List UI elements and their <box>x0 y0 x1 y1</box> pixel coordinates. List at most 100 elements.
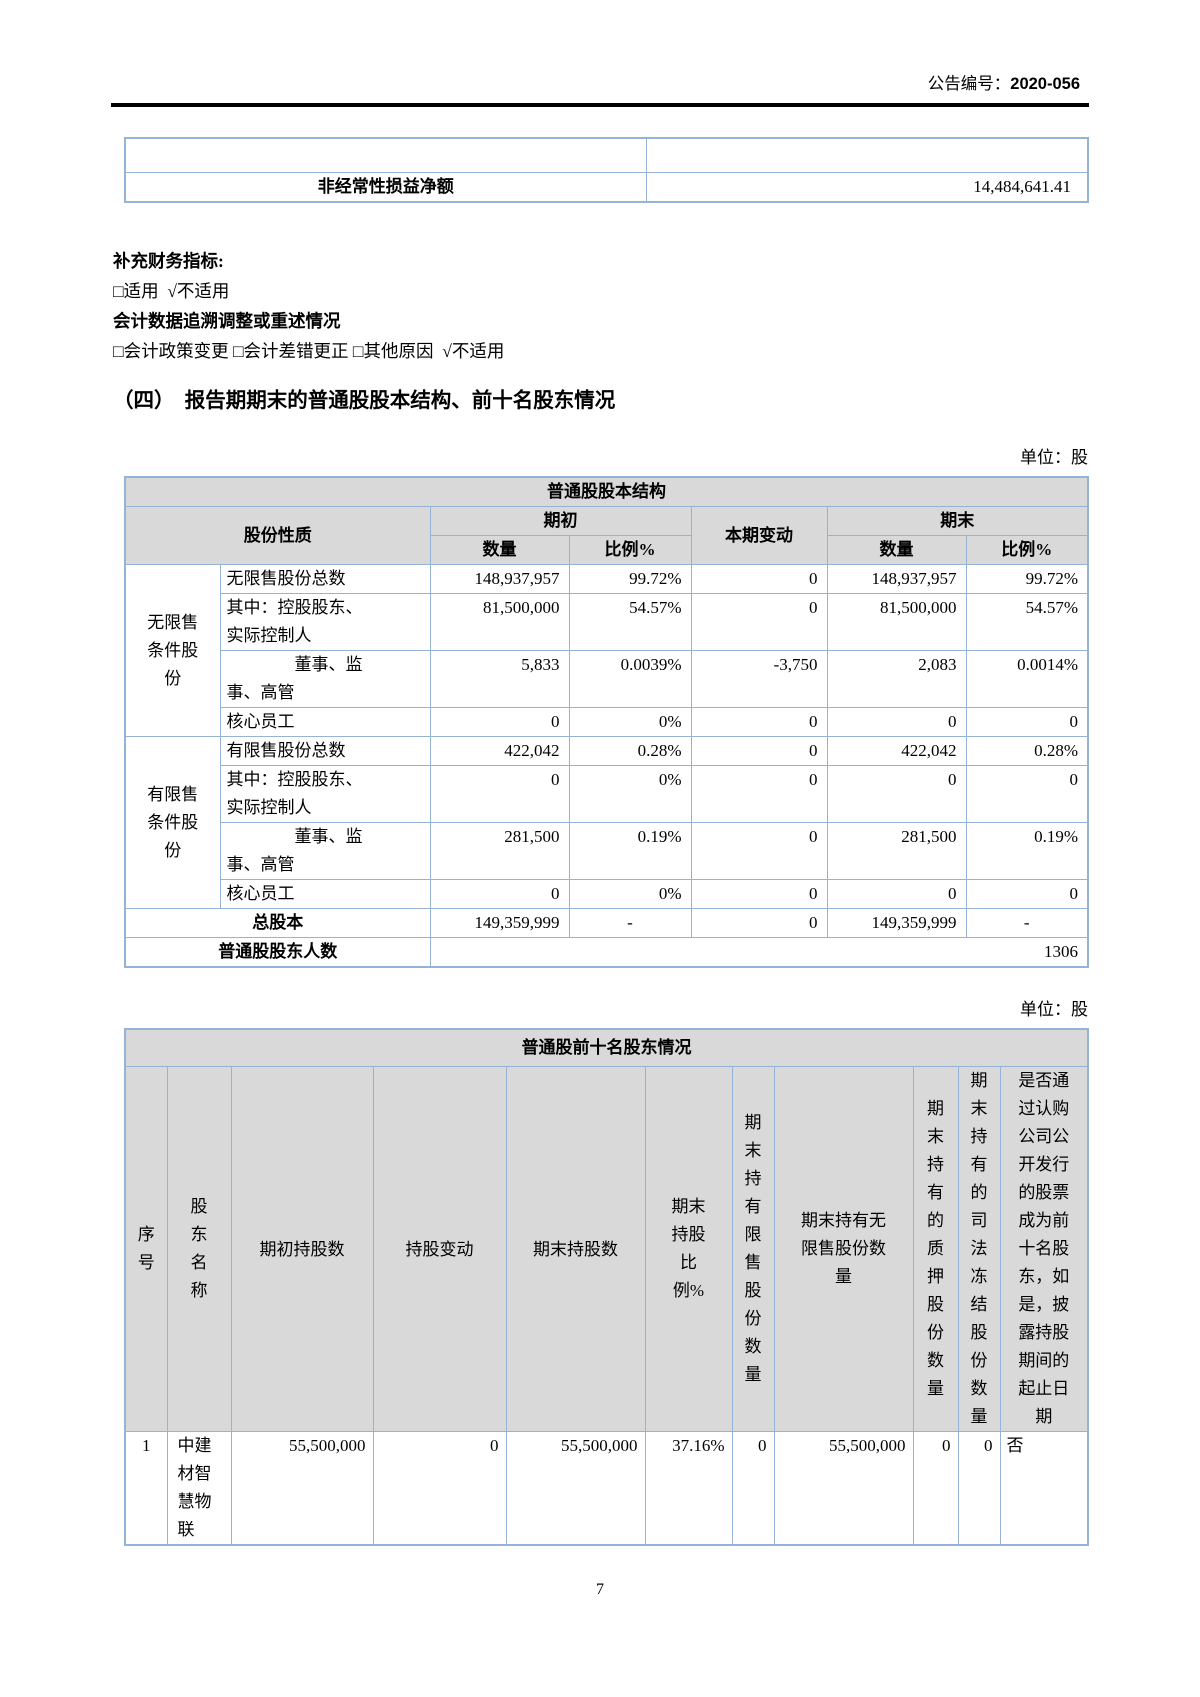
end-qty-cell: 149,359,999 <box>826 908 967 938</box>
begin-pct-cell: - <box>568 908 692 938</box>
table-row: 董事、监 事、高管 5,833 0.0039% -3,750 2,083 0.0… <box>125 650 1089 708</box>
total-row: 总股本 149,359,999 - 0 149,359,999 - <box>124 908 1089 938</box>
change-cell: 0 <box>690 736 828 766</box>
top-shareholders-table: 普通股前十名股东情况 序号 股东名称 期初持股数 持股变动 期末持股数 期末持股… <box>124 1028 1090 1546</box>
unit-label: 单位：股 <box>1020 448 1088 467</box>
end-qty-cell: 148,937,957 <box>826 564 967 594</box>
table-title-row: 普通股股本结构 <box>124 476 1089 507</box>
end-pct-cell: 0.0014% <box>965 650 1089 708</box>
end-pct-cell: 0 <box>965 879 1089 909</box>
begin-pct-cell: 0.28% <box>568 736 692 766</box>
change-cell: 0 <box>690 707 828 737</box>
shareholder-row: 1 中建材智慧物联 55,500,000 0 55,500,000 37.16%… <box>124 1431 1089 1546</box>
end-pct-cell: 0 <box>965 765 1089 823</box>
end-qty-cell: 422,042 <box>826 736 967 766</box>
holders-count-value: 1306 <box>429 937 1089 968</box>
change-cell: 0 <box>690 822 828 880</box>
pledged-shares-cell: 0 <box>912 1431 959 1546</box>
end-pct-cell: 0.28% <box>965 736 1089 766</box>
page-number: 7 <box>596 1581 604 1598</box>
restatement-options-line: □会计政策变更 □会计差错更正 □其他原因 √不适用 <box>113 341 505 361</box>
col-header-pct: 比例% <box>568 535 692 565</box>
header-row: 数量 比例% 数量 比例% <box>125 535 1089 565</box>
share-structure-title: 普通股股本结构 <box>124 476 1089 507</box>
col-header-begin: 期初 <box>429 506 692 536</box>
nonrecurring-net-label: 非经常性损益净额 <box>124 171 647 203</box>
table-row: 核心员工 0 0% 0 0 0 <box>125 879 1089 909</box>
restricted-shares-cell: 0 <box>731 1431 775 1546</box>
empty-cell <box>124 137 647 173</box>
supplement-heading: 补充财务指标: <box>113 251 224 271</box>
supplement-text-block: 补充财务指标: □适用 √不适用 会计数据追溯调整或重述情况 □会计政策变更 □… <box>113 246 1089 366</box>
end-pct-cell: 0 <box>965 707 1089 737</box>
begin-qty-cell: 422,042 <box>429 736 570 766</box>
col-header-restricted-shares: 期末持有限售股份数量 <box>731 1066 775 1432</box>
col-header-qty: 数量 <box>826 535 967 565</box>
group-unrestricted: 无限售条件股份 <box>124 564 221 737</box>
holders-count-row: 普通股股东人数 1306 <box>124 937 1089 968</box>
group-label: 有限售条件股份 <box>147 784 199 860</box>
change-cell: -3,750 <box>690 650 828 708</box>
col-header-pct: 比例% <box>965 535 1089 565</box>
col-header-share-change: 持股变动 <box>372 1066 507 1432</box>
begin-pct-cell: 0% <box>568 707 692 737</box>
col-header-end-pct: 期末持股比例% <box>644 1066 733 1432</box>
table-row: 核心员工 0 0% 0 0 0 <box>125 707 1089 737</box>
begin-pct-cell: 99.72% <box>568 564 692 594</box>
end-qty-cell: 281,500 <box>826 822 967 880</box>
table-row: 其中：控股股东、 实际控制人 0 0% 0 0 0 <box>125 765 1089 823</box>
row-label-cell: 董事、监 事、高管 <box>219 822 431 880</box>
end-qty-cell: 0 <box>826 765 967 823</box>
section-heading: （四） 报告期期末的普通股股本结构、前十名股东情况 <box>113 390 616 412</box>
end-qty-cell: 81,500,000 <box>826 593 967 651</box>
row-label-cell: 核心员工 <box>219 707 431 737</box>
row-label-cell: 其中：控股股东、 实际控制人 <box>219 765 431 823</box>
header-row: 序号 股东名称 期初持股数 持股变动 期末持股数 期末持股比例% 期末持有限售股… <box>124 1066 1089 1432</box>
begin-qty-cell: 281,500 <box>429 822 570 880</box>
col-header-pledged-shares: 期末持有的质押股份数量 <box>912 1066 959 1432</box>
begin-pct-cell: 0% <box>568 879 692 909</box>
group-label: 无限售条件股份 <box>147 612 199 688</box>
end-pct-cell: 54.57% <box>965 593 1089 651</box>
table-row: 无限售条件股份 无限售股份总数 148,937,957 99.72% 0 148… <box>124 564 1089 737</box>
restatement-heading: 会计数据追溯调整或重述情况 <box>113 311 341 331</box>
change-cell: 0 <box>690 765 828 823</box>
row-label-cell: 核心员工 <box>219 879 431 909</box>
header-row: 股份性质 期初 本期变动 期末 <box>124 506 1089 565</box>
frozen-shares-cell: 0 <box>957 1431 1001 1546</box>
table-row: 非经常性损益净额 14,484,641.41 <box>124 171 1089 203</box>
row-label-cell: 有限售股份总数 <box>219 736 431 766</box>
col-header-qty: 数量 <box>429 535 570 565</box>
end-pct-cell: 99.72% <box>965 564 1089 594</box>
table-title-row: 普通股前十名股东情况 <box>124 1028 1089 1067</box>
begin-pct-cell: 0.19% <box>568 822 692 880</box>
col-header-index: 序号 <box>124 1066 168 1432</box>
row-label-cell: 董事、监 事、高管 <box>219 650 431 708</box>
row-label-cell: 无限售股份总数 <box>219 564 431 594</box>
end-qty-cell: 0 <box>826 707 967 737</box>
begin-qty-cell: 5,833 <box>429 650 570 708</box>
begin-qty-cell: 0 <box>429 765 570 823</box>
nonrecurring-net-value: 14,484,641.41 <box>645 171 1089 203</box>
end-shares-cell: 55,500,000 <box>505 1431 646 1546</box>
announcement-number-value: 2020-056 <box>1010 75 1080 93</box>
change-cell: 0 <box>690 564 828 594</box>
col-header-unrestricted-shares: 期末持有无限售股份数量 <box>773 1066 914 1432</box>
index-cell: 1 <box>124 1431 168 1546</box>
col-header-change: 本期变动 <box>690 506 828 565</box>
begin-shares-cell: 55,500,000 <box>230 1431 374 1546</box>
table-row: 有限售条件股份 有限售股份总数 422,042 0.28% 0 422,042 … <box>124 736 1089 909</box>
begin-qty-cell: 148,937,957 <box>429 564 570 594</box>
begin-qty-cell: 0 <box>429 707 570 737</box>
announcement-number: 公告编号：2020-056 <box>111 72 1089 96</box>
change-cell: 0 <box>690 879 828 909</box>
begin-pct-cell: 0% <box>568 765 692 823</box>
begin-qty-cell: 0 <box>429 879 570 909</box>
col-header-end-shares: 期末持股数 <box>505 1066 646 1432</box>
applicability-line: □适用 √不适用 <box>113 281 230 301</box>
end-pct-cell: - <box>965 908 1089 938</box>
total-label-cell: 总股本 <box>124 908 431 938</box>
share-change-cell: 0 <box>372 1431 507 1546</box>
change-cell: 0 <box>690 593 828 651</box>
